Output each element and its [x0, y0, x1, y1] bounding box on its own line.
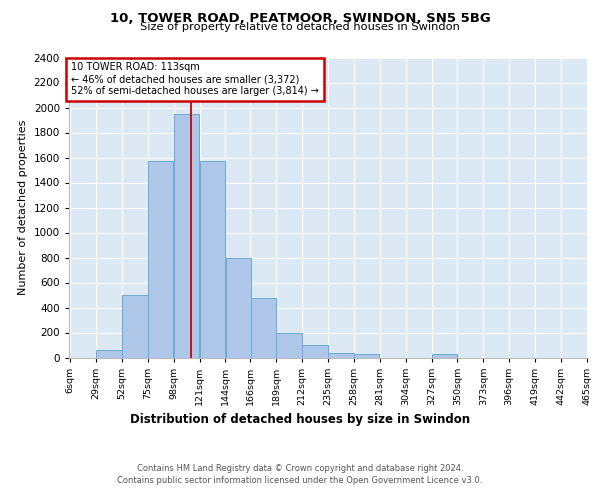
Bar	[354, 354, 379, 358]
Bar	[302, 345, 328, 358]
Bar	[122, 295, 148, 358]
Bar	[277, 332, 302, 357]
Text: 10, TOWER ROAD, PEATMOOR, SWINDON, SN5 5BG: 10, TOWER ROAD, PEATMOOR, SWINDON, SN5 5…	[110, 12, 490, 26]
Bar	[328, 353, 353, 358]
Bar	[251, 298, 276, 358]
Bar	[97, 350, 122, 358]
Text: Contains HM Land Registry data © Crown copyright and database right 2024.: Contains HM Land Registry data © Crown c…	[137, 464, 463, 473]
Bar	[226, 258, 251, 358]
Text: Distribution of detached houses by size in Swindon: Distribution of detached houses by size …	[130, 412, 470, 426]
Text: Contains public sector information licensed under the Open Government Licence v3: Contains public sector information licen…	[118, 476, 482, 485]
Bar	[148, 160, 173, 358]
Bar	[200, 160, 225, 358]
Text: 10 TOWER ROAD: 113sqm
← 46% of detached houses are smaller (3,372)
52% of semi-d: 10 TOWER ROAD: 113sqm ← 46% of detached …	[71, 62, 319, 96]
Text: Size of property relative to detached houses in Swindon: Size of property relative to detached ho…	[140, 22, 460, 32]
Bar	[174, 114, 199, 358]
Y-axis label: Number of detached properties: Number of detached properties	[18, 120, 28, 295]
Bar	[432, 354, 457, 358]
